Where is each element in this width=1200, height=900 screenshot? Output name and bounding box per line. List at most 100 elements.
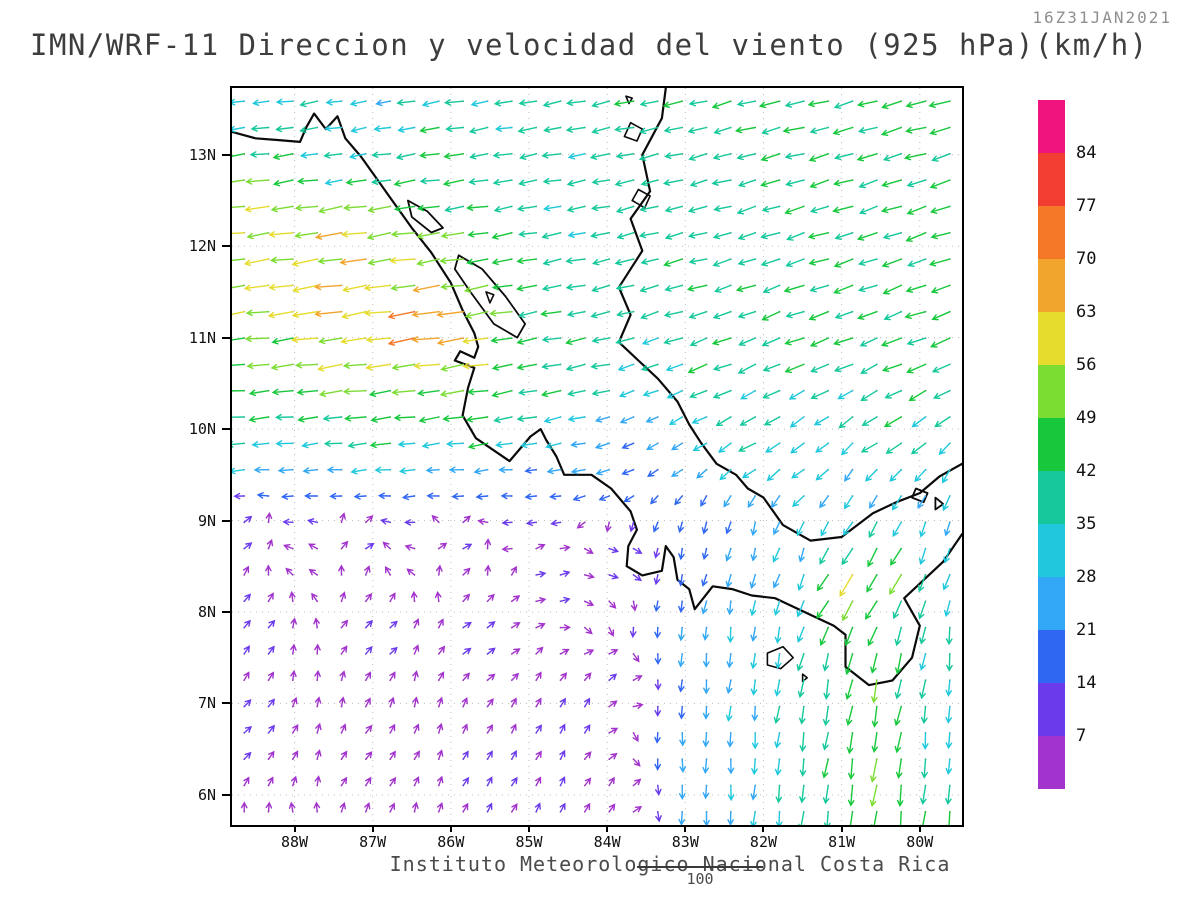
wind-arrow bbox=[486, 647, 496, 655]
wind-arrow bbox=[353, 493, 367, 500]
wind-arrow bbox=[608, 700, 618, 708]
wind-arrow bbox=[290, 617, 297, 629]
wind-arrow bbox=[494, 125, 513, 132]
wind-arrow bbox=[790, 442, 805, 454]
wind-arrow bbox=[308, 543, 318, 550]
wind-arrow bbox=[314, 775, 322, 787]
wind-arrow bbox=[535, 776, 542, 787]
lon-tick-label: 88W bbox=[280, 833, 309, 851]
wind-arrow bbox=[404, 519, 416, 526]
wind-arrow bbox=[243, 284, 270, 292]
wind-arrow bbox=[232, 153, 245, 157]
wind-arrow bbox=[845, 705, 854, 727]
wind-arrow bbox=[443, 99, 464, 106]
wind-arrow bbox=[463, 284, 489, 293]
lat-tick-label: 11N bbox=[188, 328, 216, 347]
wind-arrow bbox=[639, 284, 659, 293]
wind-arrow bbox=[466, 258, 489, 266]
wind-arrow bbox=[843, 495, 854, 510]
wind-arrow bbox=[784, 337, 805, 346]
wind-arrow bbox=[412, 696, 419, 708]
wind-arrow bbox=[844, 653, 854, 676]
wind-arrow bbox=[857, 126, 878, 134]
wind-arrow bbox=[906, 179, 927, 188]
wind-arrow bbox=[701, 521, 709, 535]
wind-arrow bbox=[889, 469, 902, 482]
wind-arrow bbox=[910, 442, 927, 455]
wind-arrow bbox=[703, 679, 710, 695]
wind-arrow bbox=[368, 390, 391, 397]
wind-arrow bbox=[501, 545, 513, 553]
colorbar-level-label: 21 bbox=[1076, 620, 1097, 640]
wind-arrow bbox=[436, 311, 464, 318]
wind-arrow bbox=[870, 653, 878, 674]
wind-arrow bbox=[398, 467, 416, 475]
lon-tick bbox=[528, 825, 530, 832]
wind-arrow bbox=[413, 723, 420, 734]
wind-arrow bbox=[641, 337, 659, 345]
wind-arrow bbox=[313, 617, 320, 629]
wind-arrow bbox=[314, 643, 321, 655]
wind-arrow bbox=[329, 492, 343, 500]
wind-arrow bbox=[291, 696, 298, 708]
wind-arrow bbox=[841, 547, 854, 566]
wind-arrow bbox=[584, 547, 594, 554]
wind-arrow bbox=[413, 750, 420, 760]
wind-arrow bbox=[918, 600, 927, 620]
wind-arrow bbox=[726, 732, 734, 748]
wind-arrow bbox=[462, 750, 469, 760]
wind-arrow bbox=[945, 705, 953, 724]
wind-arrow bbox=[799, 758, 807, 777]
wind-arrow bbox=[783, 284, 805, 293]
wind-arrow bbox=[549, 493, 562, 500]
wind-arrow bbox=[367, 258, 391, 266]
wind-arrow bbox=[889, 574, 902, 596]
wind-arrow bbox=[761, 126, 781, 135]
wind-arrow bbox=[908, 390, 927, 402]
wind-arrow bbox=[749, 574, 757, 590]
colorbar-level-label: 28 bbox=[1076, 567, 1097, 587]
wind-arrow bbox=[243, 699, 252, 708]
wind-arrow bbox=[677, 521, 685, 534]
wind-arrow bbox=[519, 153, 537, 160]
wind-arrow bbox=[894, 626, 902, 647]
wind-arrow bbox=[906, 337, 927, 346]
lon-tick-label: 80W bbox=[906, 833, 934, 851]
wind-arrow bbox=[543, 416, 562, 424]
wind-arrow bbox=[763, 416, 781, 426]
wind-arrow bbox=[942, 469, 951, 484]
wind-arrow bbox=[369, 441, 391, 449]
wind-arrow bbox=[618, 390, 635, 398]
wind-arrow bbox=[468, 178, 489, 185]
wind-arrow bbox=[666, 390, 683, 399]
wind-arrow bbox=[301, 441, 318, 449]
wind-arrow bbox=[703, 653, 710, 669]
wind-arrow bbox=[411, 311, 440, 318]
lon-tick-label: 82W bbox=[749, 833, 778, 851]
wind-arrow bbox=[570, 441, 586, 448]
wind-arrow bbox=[608, 573, 620, 580]
wind-arrow bbox=[914, 469, 927, 483]
wind-arrow bbox=[833, 258, 854, 268]
wind-arrow bbox=[760, 179, 781, 188]
wind-arrow bbox=[760, 232, 781, 240]
wind-arrow bbox=[311, 592, 318, 602]
wind-arrow bbox=[751, 732, 759, 750]
wind-arrow bbox=[834, 311, 854, 320]
wind-arrow bbox=[689, 337, 708, 347]
wind-arrow bbox=[314, 696, 322, 708]
wind-arrow bbox=[291, 258, 318, 267]
wind-arrow bbox=[750, 626, 757, 643]
wind-arrow bbox=[918, 547, 927, 566]
wind-arrow bbox=[760, 153, 781, 162]
lat-tick bbox=[222, 702, 230, 705]
wind-arrow bbox=[692, 442, 708, 451]
wind-arrow bbox=[632, 574, 642, 582]
wind-arrow bbox=[541, 232, 562, 240]
wind-arrow bbox=[439, 257, 464, 264]
lat-tick-label: 9N bbox=[197, 511, 216, 530]
wind-arrow bbox=[391, 388, 416, 396]
wind-arrow bbox=[654, 626, 661, 639]
wind-arrow bbox=[339, 670, 346, 681]
